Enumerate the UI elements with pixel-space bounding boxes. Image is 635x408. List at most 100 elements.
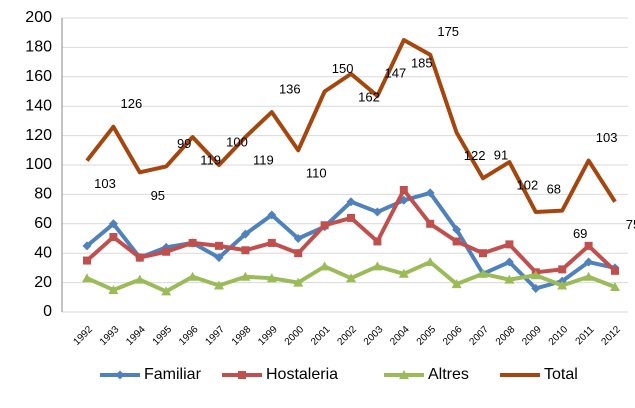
data-label: 122 bbox=[464, 148, 486, 163]
marker bbox=[426, 219, 435, 228]
marker bbox=[293, 234, 303, 243]
x-tick-label: 2006 bbox=[441, 324, 465, 348]
marker bbox=[530, 270, 541, 280]
data-label: 110 bbox=[306, 166, 327, 181]
marker bbox=[320, 221, 329, 230]
y-tick-label: 120 bbox=[25, 127, 52, 144]
marker bbox=[240, 271, 251, 281]
marker bbox=[557, 280, 568, 290]
legend-label: Altres bbox=[428, 366, 469, 383]
marker bbox=[109, 233, 118, 242]
y-tick-label: 180 bbox=[25, 39, 52, 56]
marker bbox=[241, 246, 250, 255]
data-label: 150 bbox=[332, 61, 354, 76]
marker bbox=[161, 286, 172, 296]
x-tick-label: 1998 bbox=[230, 324, 254, 348]
y-tick-label: 0 bbox=[43, 303, 52, 320]
x-tick-label: 2001 bbox=[309, 324, 333, 348]
marker bbox=[452, 225, 462, 235]
marker bbox=[135, 253, 144, 262]
x-tick-label: 2003 bbox=[362, 324, 386, 348]
x-tick-label: 1996 bbox=[177, 324, 201, 348]
marker bbox=[398, 268, 409, 278]
x-tick-label: 1992 bbox=[71, 324, 95, 348]
data-label: 119 bbox=[200, 153, 221, 168]
y-tick-label: 160 bbox=[25, 68, 52, 85]
x-tick-label: 2000 bbox=[283, 324, 307, 348]
legend-label: Hostaleria bbox=[266, 366, 338, 383]
marker bbox=[558, 265, 567, 274]
x-tick-label: 1997 bbox=[203, 324, 227, 348]
marker bbox=[294, 249, 303, 258]
x-tick-label: 2012 bbox=[599, 324, 623, 348]
data-label: 185 bbox=[411, 55, 433, 70]
marker bbox=[346, 197, 356, 207]
data-label: 99 bbox=[177, 136, 191, 151]
marker bbox=[583, 271, 594, 281]
data-label: 91 bbox=[494, 148, 508, 163]
marker bbox=[452, 237, 461, 246]
marker bbox=[451, 279, 462, 289]
marker bbox=[266, 273, 277, 283]
x-tick-label: 1994 bbox=[124, 324, 148, 348]
marker bbox=[215, 241, 223, 250]
data-label: 103 bbox=[94, 176, 116, 191]
marker bbox=[134, 274, 145, 284]
x-tick-label: 2002 bbox=[335, 324, 359, 348]
marker bbox=[187, 271, 198, 281]
marker bbox=[504, 274, 515, 284]
data-label: 102 bbox=[517, 177, 539, 192]
marker bbox=[584, 257, 594, 267]
series-line bbox=[85, 38, 617, 215]
marker bbox=[478, 268, 488, 278]
marker bbox=[82, 273, 92, 283]
marker bbox=[373, 237, 382, 246]
data-label: 119 bbox=[253, 153, 274, 168]
marker bbox=[108, 284, 119, 294]
marker bbox=[346, 273, 356, 283]
marker bbox=[347, 213, 355, 222]
marker bbox=[214, 280, 224, 290]
data-label: 68 bbox=[547, 181, 561, 196]
data-label: 175 bbox=[437, 24, 459, 39]
marker bbox=[108, 219, 118, 229]
marker bbox=[188, 238, 197, 247]
marker bbox=[479, 249, 487, 258]
marker bbox=[240, 229, 250, 239]
x-tick-label: 2007 bbox=[467, 324, 491, 348]
marker bbox=[82, 241, 92, 251]
x-tick-label: 1995 bbox=[151, 324, 175, 348]
y-tick-label: 80 bbox=[34, 186, 52, 203]
marker bbox=[83, 256, 91, 265]
marker bbox=[293, 277, 304, 287]
marker bbox=[504, 257, 514, 267]
marker bbox=[531, 283, 541, 293]
data-label: 147 bbox=[385, 65, 407, 80]
data-label: 162 bbox=[358, 89, 380, 104]
x-tick-label: 2011 bbox=[574, 324, 597, 347]
marker bbox=[399, 185, 408, 194]
x-tick-label: 2009 bbox=[520, 324, 544, 348]
x-tick-label: 2004 bbox=[388, 324, 412, 348]
marker bbox=[214, 253, 224, 263]
y-tick-label: 100 bbox=[25, 156, 52, 173]
marker bbox=[267, 210, 277, 220]
marker bbox=[611, 266, 619, 275]
x-tick-label: 1999 bbox=[256, 324, 280, 348]
marker bbox=[115, 370, 125, 380]
y-tick-label: 200 bbox=[25, 9, 52, 26]
y-tick-label: 20 bbox=[34, 274, 52, 291]
x-tick-label: 2008 bbox=[494, 324, 518, 348]
marker bbox=[238, 371, 246, 379]
marker bbox=[399, 370, 409, 379]
data-label: 100 bbox=[226, 134, 248, 149]
legend-label: Familiar bbox=[144, 366, 202, 383]
marker bbox=[372, 261, 383, 271]
x-tick-label: 2010 bbox=[547, 324, 571, 348]
marker bbox=[610, 282, 620, 292]
data-label: 126 bbox=[121, 96, 143, 111]
marker bbox=[267, 238, 276, 247]
marker bbox=[425, 188, 435, 198]
